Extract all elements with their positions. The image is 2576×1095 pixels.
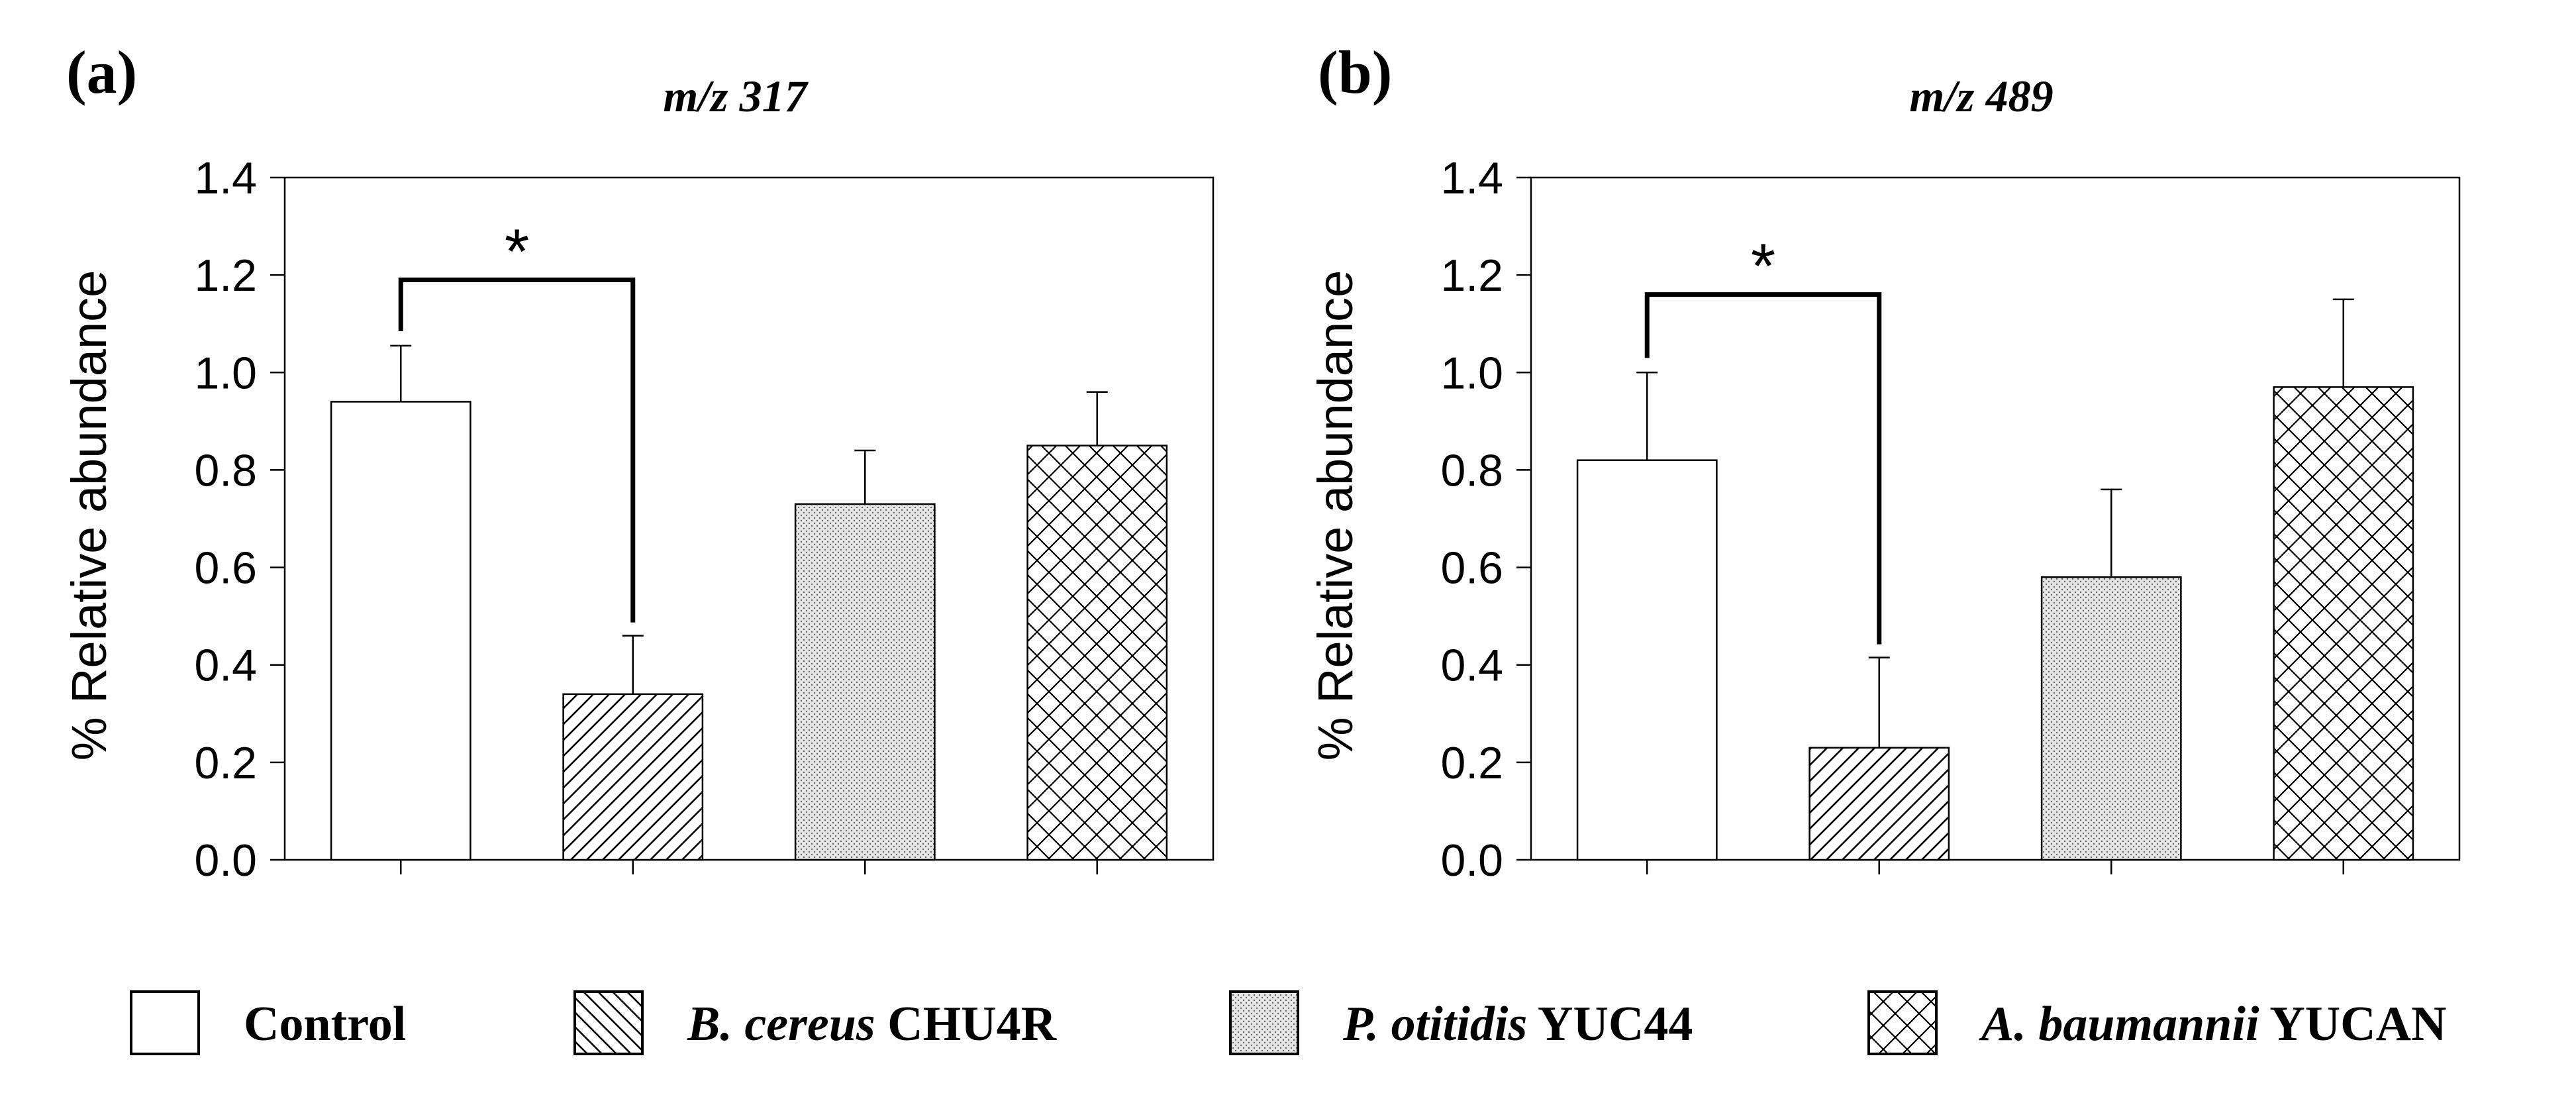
y-ticks-b: 0.0 0.2 0.4 0.6 0.8 1.0 1.2 1.4 xyxy=(1440,153,1531,886)
bar-b-1 xyxy=(1576,459,1718,861)
y-tick-label: 0.0 xyxy=(194,835,257,886)
bar-a-4 xyxy=(1026,444,1168,861)
y-axis-label-b: % Relative abundance xyxy=(1308,270,1363,761)
y-tick-label: 1.0 xyxy=(194,348,257,398)
significance-star: * xyxy=(1751,231,1775,302)
y-tick-label: 0.0 xyxy=(1440,835,1503,886)
y-tick-label: 1.0 xyxy=(1440,348,1503,398)
bar-b-3 xyxy=(2040,576,2182,861)
x-ticks-b xyxy=(1646,860,2344,874)
panel-label-b: (b) xyxy=(1318,38,1392,106)
y-tick-label: 0.6 xyxy=(1440,543,1503,594)
y-tick-label: 1.2 xyxy=(194,250,257,301)
legend-swatch-control xyxy=(130,990,200,1055)
x-ticks-a xyxy=(400,860,1098,874)
bar-a-3 xyxy=(794,503,936,861)
bar-b-2 xyxy=(1808,747,1950,861)
significance-bracket xyxy=(398,278,636,623)
bars-a xyxy=(330,344,1168,861)
y-axis-label-a: % Relative abundance xyxy=(62,270,117,761)
bar-b-4 xyxy=(2273,386,2414,861)
bar-a-2 xyxy=(562,693,704,861)
y-tick-label: 0.8 xyxy=(1440,445,1503,495)
significance-star: * xyxy=(505,217,529,287)
y-tick-label: 0.2 xyxy=(1440,738,1503,788)
bars-b xyxy=(1576,298,2414,861)
legend-label-b-cereus: B. cereus CHU4R xyxy=(687,997,1058,1051)
panel-title-a: m/z 317 xyxy=(663,71,809,121)
legend-label-control: Control xyxy=(244,997,406,1051)
panel-a: (a) m/z 317 % Relative abundance 0.00.20… xyxy=(62,38,1214,886)
y-tick-label: 1.2 xyxy=(1440,250,1503,301)
legend-swatch-p-otitidis xyxy=(1229,990,1299,1055)
plot-frame-a xyxy=(283,176,1214,861)
y-ticks-a: 0.0 0.2 0.4 0.6 0.8 1.0 1.2 1.4 xyxy=(194,153,285,886)
legend: Control B. cereus CHU4R P. otitidis YUC44 A… xyxy=(130,990,2446,1055)
legend-swatch-a-baumannii xyxy=(1867,990,1938,1055)
legend-label-a-baumannii: A. baumannii YUCAN xyxy=(1979,997,2446,1051)
y-tick-label: 0.6 xyxy=(194,543,257,594)
significance-b: * xyxy=(1644,231,1882,645)
y-tick-label: 1.4 xyxy=(194,153,257,203)
bar-a-1 xyxy=(330,401,471,861)
y-tick-label: 0.8 xyxy=(194,445,257,495)
panel-b: (b) m/z 489 % Relative abundance 0.00.20… xyxy=(1308,38,2461,886)
plot-frame-b xyxy=(1530,176,2461,861)
y-tick-label: 0.2 xyxy=(194,738,257,788)
panel-title-b: m/z 489 xyxy=(1909,71,2053,121)
legend-label-p-otitidis: P. otitidis YUC44 xyxy=(1342,997,1693,1051)
legend-swatch-b-cereus xyxy=(573,990,644,1055)
y-tick-label: 1.4 xyxy=(1440,153,1503,203)
y-tick-label: 0.4 xyxy=(1440,641,1503,691)
y-tick-label: 0.4 xyxy=(194,641,257,691)
panel-label-a: (a) xyxy=(66,38,137,106)
significance-a: * xyxy=(398,217,636,623)
significance-bracket xyxy=(1644,292,1882,645)
